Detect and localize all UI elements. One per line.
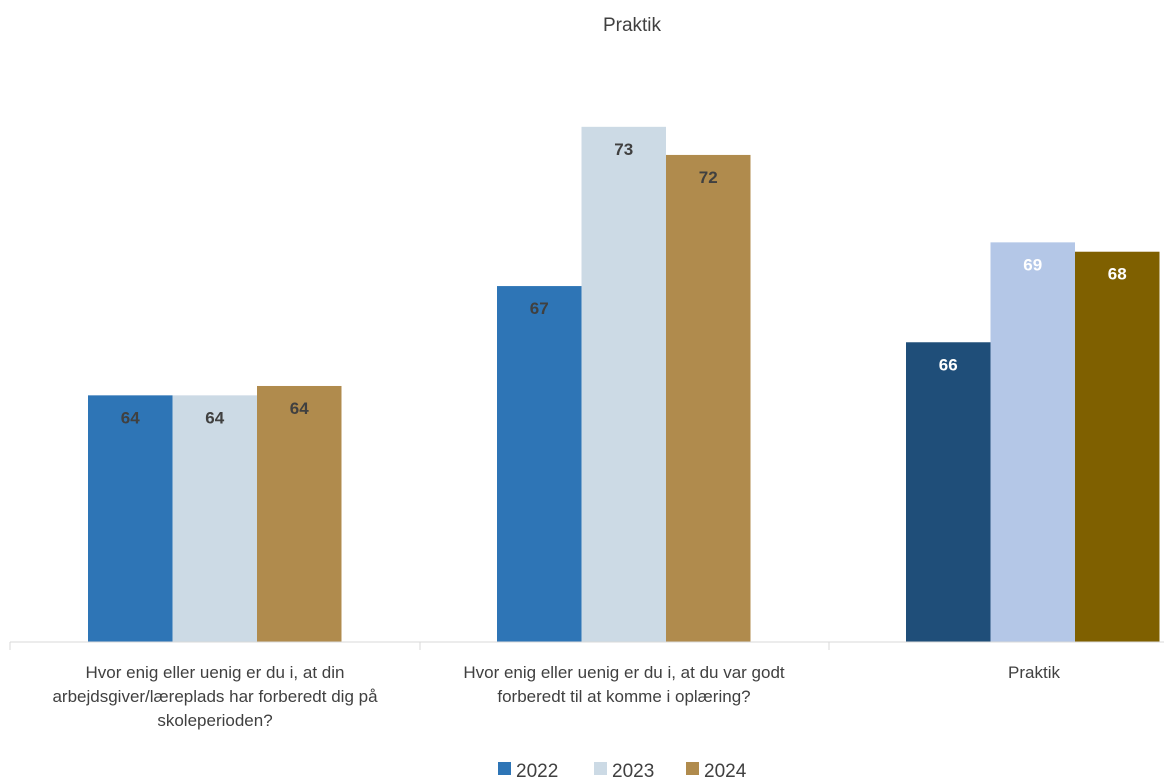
data-label-2022-cat2: 67 [530,299,549,318]
data-label-2024-cat3: 68 [1108,265,1127,284]
legend-swatch-2023 [594,762,607,775]
x-axis-ticks [9,642,830,650]
bar-2024-cat2 [666,154,751,642]
bar-2022-cat2 [497,286,582,642]
bar-2024-cat3 [1075,251,1160,642]
data-label-2024-cat2: 72 [699,168,718,187]
bar-2023-cat2 [581,126,666,643]
legend-swatch-2022 [498,762,511,775]
data-label-2022-cat3: 66 [939,355,958,374]
legend: 2022 2023 2024 [498,761,747,782]
legend-label-2022: 2022 [516,761,558,782]
legend-label-2023: 2023 [612,761,654,782]
bar-2023-cat1 [172,395,257,642]
legend-label-2024: 2024 [704,761,747,782]
data-label-2022-cat1: 64 [121,408,140,427]
bars-layer: 64 64 64 67 73 72 66 69 68 [88,126,1160,643]
bar-2022-cat3 [906,342,991,642]
data-label-2023-cat3: 69 [1023,255,1042,274]
category-labels: Hvor enig eller uenig er du i, at din arb… [52,663,1060,730]
category-label-2: Hvor enig eller uenig er du i, at du var… [463,663,785,706]
bar-2024-cat1 [257,385,342,642]
bar-2023-cat3 [990,242,1075,642]
bar-2022-cat1 [88,395,173,642]
data-label-2023-cat2: 73 [614,140,633,159]
category-label-1: Hvor enig eller uenig er du i, at din arb… [52,663,378,730]
chart-title: Praktik [603,15,662,36]
legend-swatch-2024 [686,762,699,775]
data-label-2023-cat1: 64 [205,408,224,427]
data-label-2024-cat1: 64 [290,399,309,418]
category-label-3: Praktik [1008,663,1060,682]
